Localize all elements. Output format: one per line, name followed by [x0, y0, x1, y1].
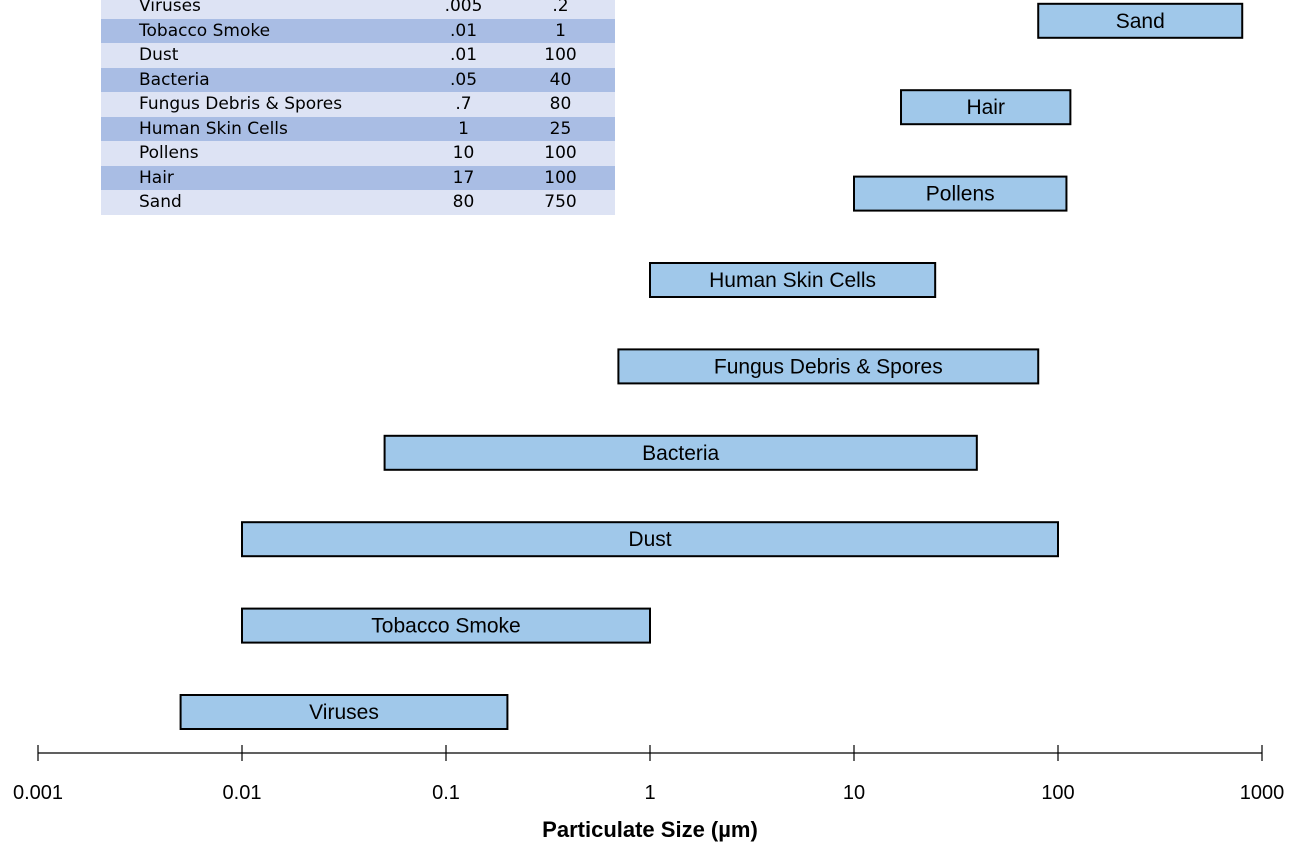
table-cell-min: 10	[452, 143, 475, 163]
table-cell-max: 40	[549, 69, 572, 90]
table-cell-name: Fungus Debris & Spores	[139, 94, 343, 114]
bar-label-human-skin-cells: Human Skin Cells	[709, 269, 876, 292]
table-cell-name: Viruses	[139, 0, 201, 16]
bar-label-pollens: Pollens	[926, 183, 995, 206]
x-tick-label: 100	[1041, 782, 1074, 804]
table-row: Dust .01 100	[101, 43, 615, 68]
bar-label-hair: Hair	[966, 96, 1005, 119]
table-cell-min: .01	[449, 45, 478, 65]
x-tick-label: 0.001	[13, 782, 63, 804]
table-cell-max: 100	[544, 167, 577, 188]
x-tick-label: 1000	[1240, 782, 1285, 804]
bar-label-sand: Sand	[1116, 10, 1165, 33]
table-cell-min: .005	[444, 0, 483, 16]
bar-label-tobacco-smoke: Tobacco Smoke	[371, 615, 520, 638]
bar-bacteria	[383, 434, 978, 471]
table-cell-min: .05	[449, 69, 478, 90]
bar-label-viruses: Viruses	[309, 701, 379, 724]
bar-pollens	[853, 175, 1068, 212]
table-cell-min: 17	[452, 167, 475, 188]
table-cell-max: 80	[549, 94, 572, 114]
particle-size-table: Viruses .005 .2 Tobacco Smoke .01 1 Dust .01 100…	[101, 0, 615, 215]
x-tick-label: 10	[843, 782, 865, 804]
table-cell-min: 80	[452, 192, 475, 212]
bar-label-fungus-debris-and-spores: Fungus Debris & Spores	[714, 355, 943, 378]
range-bars: Viruses Tobacco Smoke Dust Bacteria Fungus D…	[179, 2, 1244, 730]
table-row: Sand 80 750	[101, 190, 615, 215]
table-row: Viruses .005 .2	[101, 0, 615, 19]
table-cell-max: 100	[544, 45, 577, 65]
table-cell-name: Bacteria	[139, 69, 210, 90]
table-cell-max: 25	[549, 118, 572, 139]
bar-dust	[241, 521, 1059, 558]
x-tick-label: 0.1	[432, 782, 460, 804]
table-cell-max: 100	[544, 143, 577, 163]
table-row: Tobacco Smoke .01 1	[101, 18, 615, 43]
table-row: Pollens 10 100	[101, 141, 615, 166]
x-tick-label: 0.01	[223, 782, 262, 804]
bar-sand	[1037, 2, 1244, 39]
bar-label-dust: Dust	[628, 528, 671, 551]
table-row: Bacteria .05 40	[101, 67, 615, 92]
x-axis-ticks: 0.001 0.01 0.1 1 10 100 1000	[13, 745, 1284, 804]
table-row: Human Skin Cells 1 25	[101, 116, 615, 141]
table-cell-min: .01	[449, 20, 478, 41]
bar-hair	[900, 89, 1072, 126]
x-axis: 0.001 0.01 0.1 1 10 100 1000 Particulate Size …	[13, 745, 1284, 842]
bar-label-bacteria: Bacteria	[642, 442, 719, 465]
table-cell-max: .2	[552, 0, 569, 16]
x-axis-title: Particulate Size (µm)	[542, 817, 758, 842]
table-cell-name: Pollens	[139, 143, 199, 163]
table-cell-min: 1	[458, 118, 469, 139]
table-cell-max: 1	[555, 20, 566, 41]
table-cell-min: .7	[455, 94, 472, 114]
bar-tobacco-smoke	[241, 607, 651, 644]
bar-viruses	[179, 694, 509, 730]
table-row: Fungus Debris & Spores .7 80	[101, 92, 615, 117]
table-cell-name: Human Skin Cells	[139, 118, 288, 139]
table-cell-name: Sand	[139, 192, 182, 212]
table-cell-max: 750	[544, 192, 577, 212]
table-cell-name: Hair	[139, 167, 174, 188]
bar-fungus-debris-and-spores	[617, 348, 1040, 385]
table-cell-name: Dust	[139, 45, 179, 65]
x-tick-label: 1	[644, 782, 655, 804]
bar-human-skin-cells	[649, 262, 937, 298]
table-row: Hair 17 100	[101, 165, 615, 190]
table-cell-name: Tobacco Smoke	[139, 20, 271, 41]
